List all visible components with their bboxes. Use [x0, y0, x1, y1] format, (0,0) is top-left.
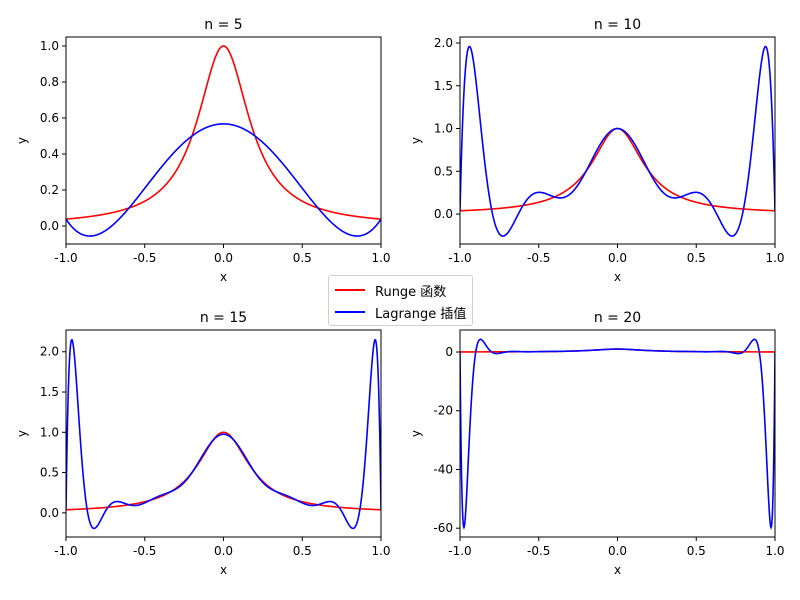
- x-tick-label: 1.0: [765, 544, 784, 558]
- x-axis-label: x: [220, 270, 227, 284]
- axes-frame: [459, 36, 776, 245]
- y-tick-label: 0.0: [40, 219, 59, 233]
- x-axis-label: x: [614, 563, 621, 577]
- subplot-title: n = 20: [594, 310, 641, 326]
- y-tick-label: 0.8: [40, 75, 59, 89]
- x-tick-label: 0.0: [214, 251, 233, 265]
- y-tick-label: 0.4: [40, 147, 59, 161]
- axes-frame: [459, 329, 776, 538]
- y-axis-label: y: [15, 137, 29, 144]
- y-tick-label: 1.0: [40, 425, 59, 439]
- x-tick-label: 0.5: [293, 544, 312, 558]
- legend: Runge 函数 Lagrange 插值: [328, 275, 473, 326]
- subplot-title: n = 15: [200, 310, 247, 326]
- y-tick-label: 0.5: [40, 466, 59, 480]
- y-tick-label: -60: [433, 521, 453, 535]
- runge-line: [66, 45, 381, 220]
- subplot-n10: -1.0 -0.5 0.0 0.5 1.0 0.0 0.5 1.0 1.5 2.0 n = 10 x y: [409, 17, 785, 284]
- x-tick-label: 0.5: [293, 251, 312, 265]
- legend-swatch-runge: [335, 289, 365, 291]
- lagrange-line: [460, 45, 775, 237]
- x-tick-label: 1.0: [371, 251, 390, 265]
- x-tick-label: -0.5: [133, 251, 156, 265]
- x-axis-label: x: [220, 563, 227, 577]
- x-tick-label: 0.5: [687, 251, 706, 265]
- x-tick-label: 0.0: [214, 544, 233, 558]
- y-axis-label: y: [409, 137, 423, 144]
- x-tick-label: -1.0: [448, 251, 471, 265]
- lagrange-line: [66, 123, 381, 237]
- y-tick-label: 1.0: [40, 39, 59, 53]
- y-tick-label: 0.2: [40, 183, 59, 197]
- lagrange-line: [460, 338, 775, 530]
- y-tick-label: 0.6: [40, 111, 59, 125]
- y-tick-label: 0: [445, 345, 453, 359]
- runge-line: [460, 127, 775, 212]
- y-tick-label: -40: [433, 462, 453, 476]
- y-tick-label: -20: [433, 404, 453, 418]
- legend-label-lagrange: Lagrange 插值: [375, 306, 467, 322]
- y-tick-label: 2.0: [434, 36, 453, 50]
- runge-line: [66, 431, 381, 511]
- y-axis-label: y: [15, 430, 29, 437]
- legend-swatch-lagrange: [335, 311, 365, 313]
- legend-entry-lagrange: Lagrange 插值: [335, 302, 466, 322]
- legend-entry-runge: Runge 函数: [335, 280, 446, 300]
- y-tick-label: 0.0: [40, 506, 59, 520]
- subplot-n20: -1.0 -0.5 0.0 0.5 1.0 -60 -40 -20 0 n = 20 x y: [409, 310, 785, 577]
- y-tick-label: 1.5: [434, 79, 453, 93]
- y-tick-label: 2.0: [40, 345, 59, 359]
- lagrange-line: [66, 338, 381, 530]
- x-tick-label: -1.0: [448, 544, 471, 558]
- x-tick-label: -0.5: [527, 544, 550, 558]
- subplot-n5: -1.0 -0.5 0.0 0.5 1.0 0.0 0.2 0.4 0.6 0.8 1.0 n = 5…: [15, 17, 391, 284]
- x-tick-label: 0.0: [608, 544, 627, 558]
- x-tick-label: 1.0: [371, 544, 390, 558]
- y-axis-label: y: [409, 430, 423, 437]
- x-axis-label: x: [614, 270, 621, 284]
- subplot-n15: -1.0 -0.5 0.0 0.5 1.0 0.0 0.5 1.0 1.5 2.0 n = 15 x y: [15, 310, 391, 577]
- x-tick-label: -0.5: [527, 251, 550, 265]
- subplot-title: n = 10: [594, 17, 641, 33]
- x-tick-label: -0.5: [133, 544, 156, 558]
- y-tick-label: 1.0: [434, 122, 453, 136]
- subplot-title: n = 5: [204, 17, 242, 33]
- legend-label-runge: Runge 函数: [375, 284, 447, 300]
- x-tick-label: -1.0: [54, 544, 77, 558]
- x-tick-label: 0.5: [687, 544, 706, 558]
- x-tick-label: 0.0: [608, 251, 627, 265]
- y-tick-label: 1.5: [40, 385, 59, 399]
- y-tick-label: 0.5: [434, 164, 453, 178]
- y-tick-label: 0.0: [434, 207, 453, 221]
- x-tick-label: -1.0: [54, 251, 77, 265]
- x-tick-label: 1.0: [765, 251, 784, 265]
